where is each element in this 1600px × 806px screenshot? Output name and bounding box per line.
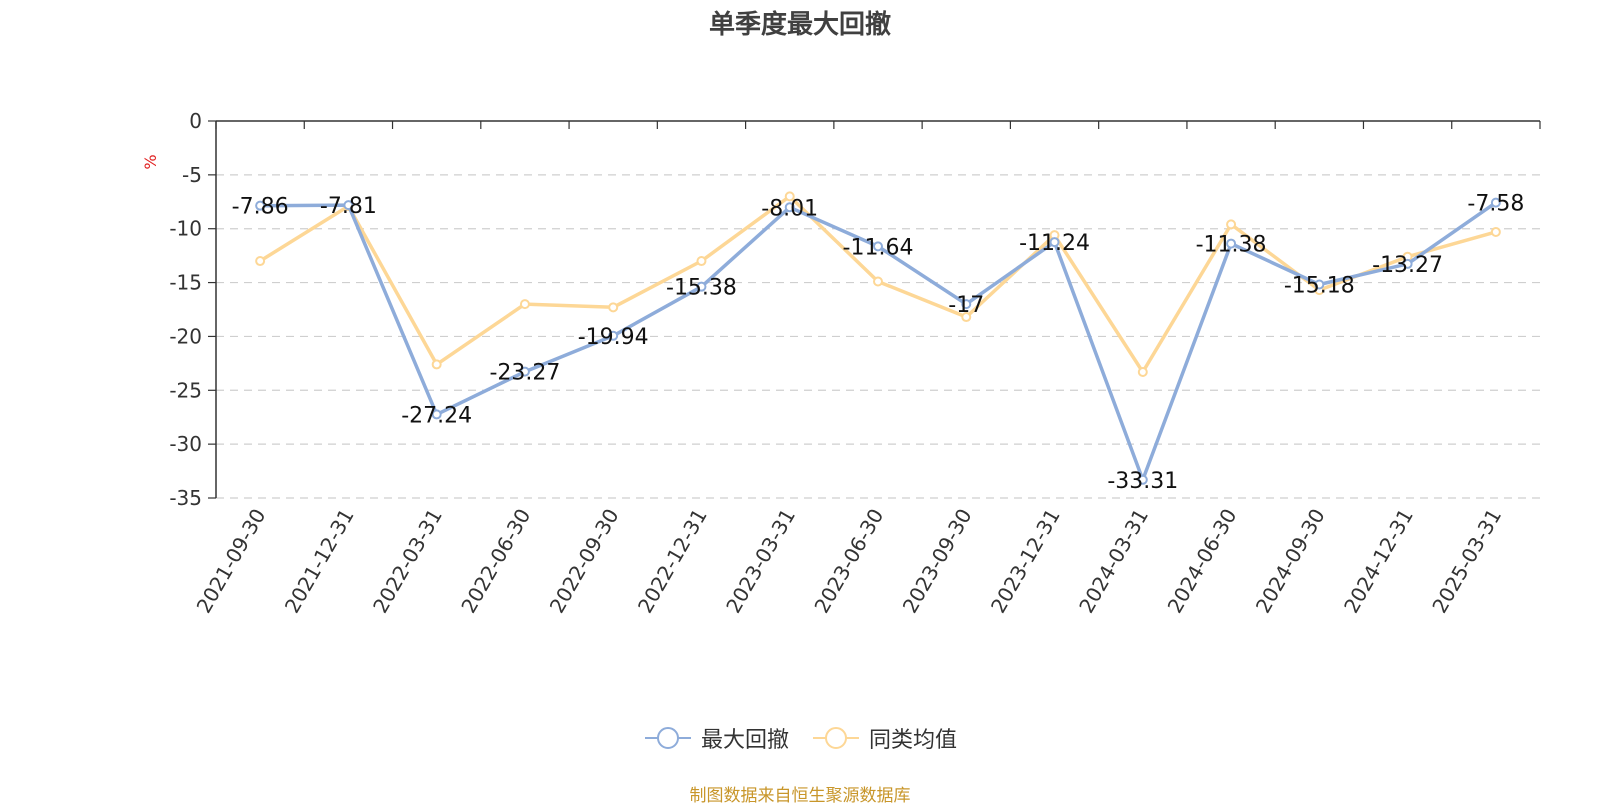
y-tick-label: -35 <box>169 486 202 510</box>
data-label: -11.24 <box>1019 231 1090 256</box>
data-point <box>519 366 530 377</box>
data-point <box>431 359 442 370</box>
data-point <box>1226 238 1237 249</box>
legend-marker-icon <box>644 727 691 749</box>
data-point <box>784 202 795 213</box>
y-tick-label: -5 <box>182 163 202 187</box>
x-tick-label: 2024-09-30 <box>1251 505 1330 618</box>
x-tick-label: 2023-12-31 <box>986 505 1065 618</box>
x-tick-label: 2023-09-30 <box>898 504 977 617</box>
data-point <box>1137 474 1148 485</box>
x-tick-label: 2023-06-30 <box>809 505 888 618</box>
legend-label: 最大回撤 <box>700 728 789 753</box>
data-point <box>873 276 883 287</box>
data-label: -15.18 <box>1284 274 1355 299</box>
data-point <box>255 256 266 267</box>
y-tick-label: -20 <box>169 324 202 348</box>
y-tick-label: 0 <box>189 109 202 133</box>
data-point <box>696 281 707 292</box>
y-tick-label: -10 <box>169 217 202 241</box>
x-tick-label: 2021-12-31 <box>280 505 359 618</box>
y-tick-label: -15 <box>169 271 202 295</box>
data-point <box>608 330 619 341</box>
y-tick-label: -25 <box>169 378 202 402</box>
x-tick-label: 2023-03-31 <box>721 505 800 618</box>
data-point <box>1226 219 1237 230</box>
data-label: -8.01 <box>761 196 818 221</box>
data-label: -7.81 <box>320 194 377 219</box>
data-point <box>961 312 972 323</box>
legend: 最大回撤 同类均值 <box>0 722 1600 754</box>
data-point <box>1314 279 1325 290</box>
legend-item[interactable]: 最大回撤 <box>643 722 789 754</box>
x-tick-label: 2024-12-31 <box>1339 505 1418 618</box>
data-point <box>608 302 619 313</box>
data-point <box>1490 226 1501 237</box>
data-point <box>1137 366 1148 377</box>
data-source-note: 制图数据来自恒生聚源数据库 <box>689 786 911 806</box>
series <box>255 191 1501 485</box>
data-point <box>696 256 707 267</box>
data-label: -27.24 <box>401 403 472 428</box>
data-label: -19.94 <box>578 325 649 350</box>
x-tick-label: 2024-06-30 <box>1162 505 1241 618</box>
legend-item[interactable]: 同类均值 <box>811 722 957 754</box>
data-point <box>1490 197 1501 208</box>
legend-label: 同类均值 <box>869 728 958 753</box>
data-point <box>343 200 354 211</box>
data-label: -15.38 <box>666 276 737 301</box>
x-tick-label: 2024-03-31 <box>1074 505 1153 618</box>
data-point <box>873 241 883 252</box>
x-tick-label: 2025-03-31 <box>1427 505 1506 618</box>
data-label: -7.58 <box>1467 192 1524 217</box>
chart-title: 单季度最大回撤 <box>708 10 891 40</box>
data-label: -23.27 <box>489 361 560 386</box>
data-point <box>1402 258 1413 269</box>
data-label: -17 <box>948 293 984 318</box>
data-labels: -7.86 -7.81-27.24-23.27-19.94-15.38-8.01-… <box>232 192 1525 494</box>
data-point <box>961 299 972 310</box>
data-label: -13.27 <box>1372 253 1443 278</box>
data-label: -11.38 <box>1196 233 1267 258</box>
x-tick-label: 2022-06-30 <box>456 505 535 618</box>
data-label: -11.64 <box>843 235 914 260</box>
data-point <box>519 299 530 310</box>
data-point <box>431 409 442 420</box>
y-axis-label: % <box>141 154 160 169</box>
data-point <box>255 200 266 211</box>
legend-marker-icon <box>813 727 859 749</box>
grid-lines <box>216 174 1540 499</box>
x-tick-label: 2021-09-30 <box>192 505 271 618</box>
data-point <box>1049 237 1060 248</box>
data-label: -33.31 <box>1107 469 1178 494</box>
x-tick-label: 2022-03-31 <box>368 504 447 617</box>
data-label: -7.86 <box>232 195 289 220</box>
x-tick-label: 2022-09-30 <box>545 505 624 618</box>
x-tick-label: 2022-12-31 <box>633 505 712 618</box>
data-point <box>784 191 795 202</box>
y-tick-label: -30 <box>169 432 202 456</box>
